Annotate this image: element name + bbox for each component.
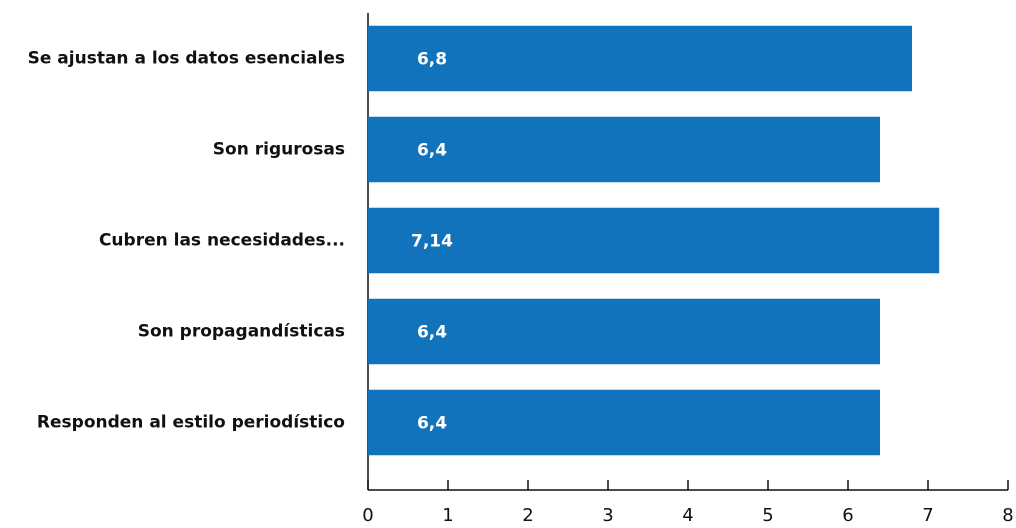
x-tick-label: 1 bbox=[442, 505, 453, 526]
bar bbox=[368, 25, 912, 92]
x-tick-label: 3 bbox=[602, 505, 613, 526]
bar bbox=[368, 298, 880, 365]
y-tick-label: Son propagandísticas bbox=[138, 322, 345, 342]
value-label: 6,8 bbox=[417, 50, 447, 70]
y-tick-label: Se ajustan a los datos esenciales bbox=[28, 49, 345, 69]
x-tick-label: 8 bbox=[1002, 505, 1013, 526]
x-tick-label: 0 bbox=[362, 505, 373, 526]
y-tick-label: Responden al estilo periodístico bbox=[37, 413, 345, 433]
x-tick-label: 5 bbox=[762, 505, 773, 526]
y-tick-label: Cubren las necesidades... bbox=[99, 231, 345, 251]
x-tick-label: 6 bbox=[842, 505, 853, 526]
value-label: 6,4 bbox=[417, 141, 447, 161]
x-tick-label: 4 bbox=[682, 505, 693, 526]
x-tick-label: 2 bbox=[522, 505, 533, 526]
bar bbox=[368, 389, 880, 456]
bar bbox=[368, 207, 940, 274]
bar bbox=[368, 116, 880, 183]
value-label: 6,4 bbox=[417, 323, 447, 343]
value-label: 6,4 bbox=[417, 414, 447, 434]
x-tick-label: 7 bbox=[922, 505, 933, 526]
y-tick-label: Son rigurosas bbox=[213, 140, 345, 160]
value-label: 7,14 bbox=[411, 232, 453, 252]
